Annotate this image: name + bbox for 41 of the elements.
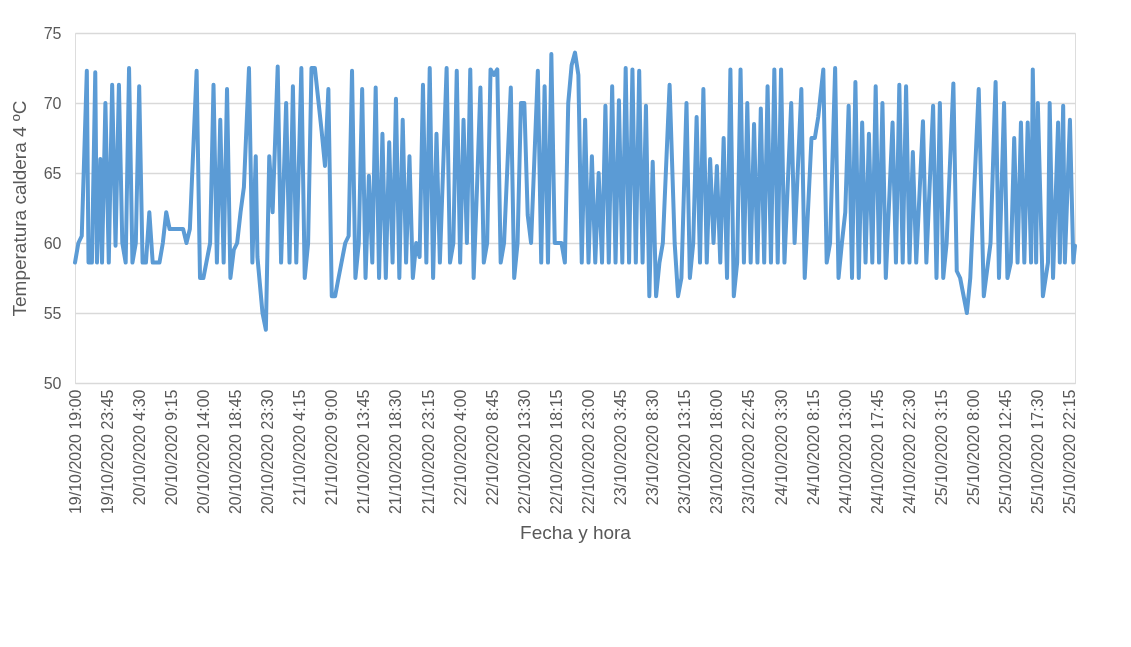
x-tick-label: 22/10/2020 4:00: [451, 389, 469, 506]
x-tick-label: 24/10/2020 13:00: [836, 389, 854, 515]
x-tick-label: 24/10/2020 8:15: [804, 389, 822, 506]
x-tick-label: 23/10/2020 13:15: [676, 389, 694, 515]
x-tick-label: 23/10/2020 3:45: [612, 389, 630, 506]
line-series: [73, 50, 1077, 332]
x-tick-label: 25/10/2020 17:30: [1029, 389, 1047, 515]
y-tick-label: 75: [43, 24, 62, 42]
x-tick-label: 24/10/2020 22:30: [900, 389, 918, 515]
x-tick-label: 22/10/2020 8:45: [483, 389, 501, 506]
y-tick-label: 55: [43, 304, 62, 322]
x-tick-label: 21/10/2020 23:15: [419, 389, 437, 515]
x-tick-label: 24/10/2020 17:45: [868, 389, 886, 515]
x-tick-label: 24/10/2020 3:30: [772, 389, 790, 506]
x-tick-label: 20/10/2020 4:30: [130, 389, 148, 506]
x-tick-label: 21/10/2020 9:00: [323, 389, 341, 506]
y-tick-label: 60: [43, 234, 62, 252]
x-tick-label: 20/10/2020 14:00: [194, 389, 212, 515]
x-tick-label: 25/10/2020 3:15: [933, 389, 951, 506]
x-tick-label: 22/10/2020 23:00: [580, 389, 598, 515]
x-tick-label: 19/10/2020 19:00: [66, 389, 84, 515]
y-axis-title: Temperatura caldera 4 ºC: [8, 100, 30, 317]
x-tick-label: 22/10/2020 13:30: [515, 389, 533, 515]
y-tick-label: 65: [43, 164, 62, 182]
x-tick-label: 22/10/2020 18:15: [547, 389, 565, 515]
x-tick-label: 21/10/2020 18:30: [387, 389, 405, 515]
x-tick-label: 25/10/2020 8:00: [965, 389, 983, 506]
x-tick-label: 25/10/2020 12:45: [997, 389, 1015, 515]
x-tick-label: 21/10/2020 13:45: [355, 389, 373, 515]
x-tick-label: 21/10/2020 4:15: [291, 389, 309, 506]
x-tick-label: 20/10/2020 18:45: [226, 389, 244, 515]
x-tick-label: 23/10/2020 18:00: [708, 389, 726, 515]
x-tick-label: 20/10/2020 23:30: [259, 389, 277, 515]
x-tick-label: 20/10/2020 9:15: [162, 389, 180, 506]
x-tick-label: 23/10/2020 22:45: [740, 389, 758, 515]
y-tick-label: 50: [43, 374, 62, 392]
x-tick-label: 19/10/2020 23:45: [98, 389, 116, 515]
x-axis-title: Fecha y hora: [520, 522, 632, 544]
x-tick-label: 23/10/2020 8:30: [644, 389, 662, 506]
y-tick-label: 70: [43, 94, 62, 112]
x-tick-label: 25/10/2020 22:15: [1061, 389, 1079, 515]
